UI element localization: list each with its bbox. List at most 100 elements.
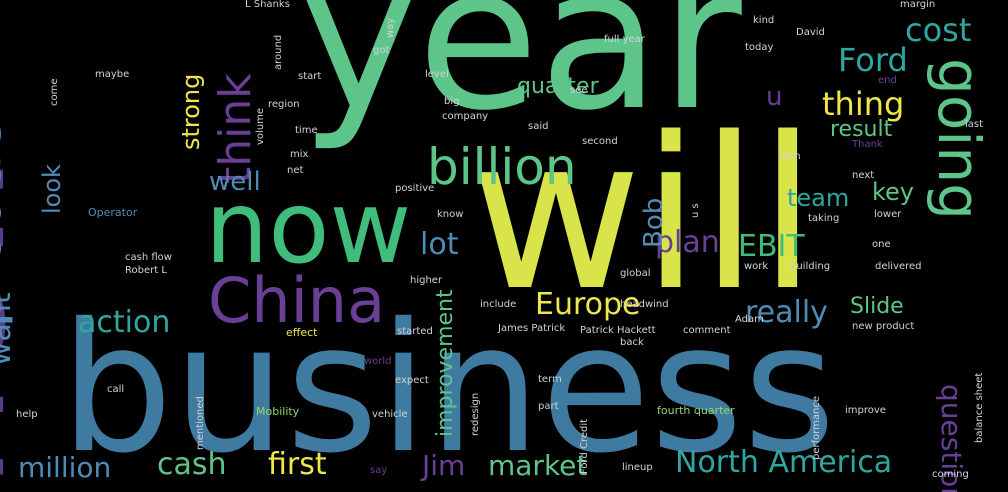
word-around: around xyxy=(273,34,284,70)
word-kind: kind xyxy=(753,15,775,26)
word-turn: turn xyxy=(780,151,801,162)
word-taking: taking xyxy=(808,213,840,224)
word-last: last xyxy=(965,119,984,130)
word-global: global xyxy=(620,268,651,279)
word-ford-credit: Ford Credit xyxy=(579,418,590,474)
word-robert-l: Robert L xyxy=(125,265,167,276)
word-lineup: lineup xyxy=(622,462,653,473)
word-effect: effect xyxy=(286,326,318,339)
word-look: look xyxy=(38,164,66,214)
word-ford: Ford xyxy=(838,41,908,79)
word-china: China xyxy=(208,264,386,337)
word-patrick-hackett: Patrick Hackett xyxy=(580,325,656,336)
word-region: region xyxy=(268,99,300,110)
word-thank: Thank xyxy=(852,139,883,150)
word-adam: Adam xyxy=(735,314,764,325)
word-today: today xyxy=(745,42,774,53)
word-l-shanks: L Shanks xyxy=(245,0,290,10)
word-call: call xyxy=(107,384,125,395)
word-cash: cash xyxy=(157,447,227,482)
word-north-america: North America xyxy=(675,445,893,480)
word-mentioned: mentioned xyxy=(195,396,206,450)
word-big: big xyxy=(444,96,460,107)
word-full-year: full year xyxy=(604,34,645,45)
word-back: back xyxy=(620,337,644,348)
word-team: team xyxy=(787,184,850,212)
word-headwind: headwind xyxy=(620,299,669,310)
word-net: net xyxy=(287,165,304,176)
word-delivered: delivered xyxy=(875,261,922,272)
word-quarter: quarter xyxy=(517,74,599,99)
word-expect: expect xyxy=(395,375,429,386)
word-well: well xyxy=(209,167,261,197)
word-maybe: maybe xyxy=(95,69,130,80)
word-now: now xyxy=(205,169,412,286)
word-lot: lot xyxy=(420,227,459,262)
word-got: got xyxy=(373,45,390,56)
word-world: world xyxy=(364,356,392,367)
word-know: know xyxy=(437,209,464,220)
word-first: first xyxy=(268,447,327,482)
word-want: want xyxy=(0,292,18,366)
word-lower: lower xyxy=(874,209,902,220)
word-part: part xyxy=(538,401,559,412)
word-bob: Bob xyxy=(639,197,669,248)
word-positive: positive xyxy=(395,183,435,194)
word-one: one xyxy=(872,239,891,250)
word-u-s: u s xyxy=(690,203,701,218)
word-term: term xyxy=(538,374,562,385)
word-james-patrick: James Patrick xyxy=(498,323,566,334)
word-result: result xyxy=(830,117,893,142)
word-balance-sheet: balance sheet xyxy=(974,372,985,443)
word-second: second xyxy=(582,136,618,147)
word-million: million xyxy=(18,451,112,484)
word-volume: volume xyxy=(255,107,266,145)
word-improvement: improvement xyxy=(433,289,458,437)
word-started: started xyxy=(397,326,433,337)
word-help: help xyxy=(16,409,38,420)
word-operator: Operator xyxy=(88,206,138,219)
word-slide: Slide xyxy=(850,294,904,319)
word-building: building xyxy=(790,261,831,272)
word-fourth-quarter: fourth quarter xyxy=(657,404,735,417)
word-action: action xyxy=(78,305,171,340)
word-start: start xyxy=(298,71,322,82)
word-plan: plan xyxy=(655,225,720,260)
word-comment: comment xyxy=(683,325,731,336)
word-jim: Jim xyxy=(422,449,466,482)
word-redesign: redesign xyxy=(470,392,481,436)
word-will: will xyxy=(470,92,817,337)
word-said: said xyxy=(528,121,549,132)
word-billion: billion xyxy=(427,138,577,196)
word-higher: higher xyxy=(410,275,443,286)
word-end: end xyxy=(878,75,897,86)
word-come: come xyxy=(49,78,60,106)
word-key: key xyxy=(872,178,915,206)
word-level: level xyxy=(425,69,449,80)
word-u: u xyxy=(766,82,783,112)
word-david: David xyxy=(796,27,825,38)
word-coming: coming xyxy=(932,469,969,480)
word-cost: cost xyxy=(905,11,972,49)
word-company: company xyxy=(442,111,489,122)
word-going: going xyxy=(925,58,993,220)
word-mobility: Mobility xyxy=(256,405,300,418)
word-strong: strong xyxy=(177,73,205,150)
word-cash-flow: cash flow xyxy=(125,252,172,263)
word-performance: performance xyxy=(811,395,822,460)
word-market: market xyxy=(488,449,588,482)
word-europe: Europe xyxy=(535,287,641,322)
word-improve: improve xyxy=(845,405,886,416)
word-new-product: new product xyxy=(852,321,915,332)
word-include: include xyxy=(480,299,517,310)
word-see: see xyxy=(570,85,588,96)
word-year: year xyxy=(300,0,742,154)
word-really: really xyxy=(745,295,828,330)
word-margin: margin xyxy=(900,0,936,10)
word-way: way xyxy=(385,17,396,38)
word-next: next xyxy=(852,170,875,181)
word-mix: mix xyxy=(290,149,309,160)
word-vehicle: vehicle xyxy=(372,409,408,420)
word-ebit: EBIT xyxy=(738,229,805,264)
